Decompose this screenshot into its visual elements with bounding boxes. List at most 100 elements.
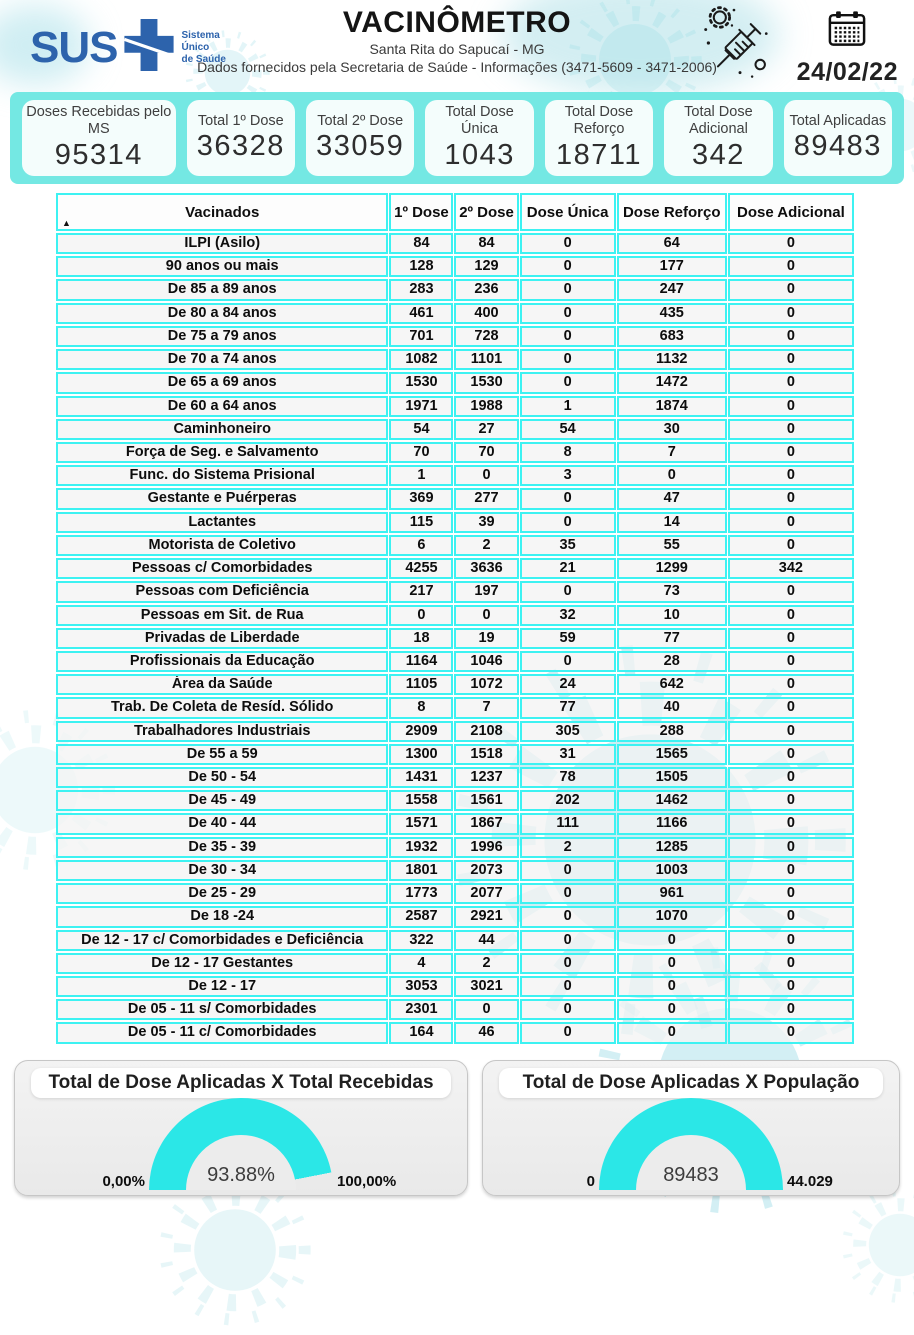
calendar-icon bbox=[828, 10, 866, 52]
row-value: 78 bbox=[519, 767, 616, 789]
row-value: 1874 bbox=[616, 395, 727, 417]
table-row: De 60 a 64 anos 1971 1988 1 1874 0 bbox=[56, 395, 854, 417]
row-value: 55 bbox=[616, 534, 727, 557]
row-value: 0 bbox=[727, 697, 854, 719]
table-row: De 35 - 39 1932 1996 2 1285 0 bbox=[56, 836, 854, 858]
row-label: De 75 a 79 anos bbox=[56, 325, 389, 348]
row-value: 115 bbox=[389, 511, 454, 533]
row-value: 0 bbox=[519, 999, 616, 1021]
table-row: De 45 - 49 1558 1561 202 1462 0 bbox=[56, 790, 854, 812]
summary-card-label: Doses Recebidas pelo MS bbox=[26, 104, 172, 137]
table-row: 90 anos ou mais 128 129 0 177 0 bbox=[56, 256, 854, 278]
summary-card-label: Total 2º Dose bbox=[317, 112, 404, 129]
summary-card-label: Total 1º Dose bbox=[197, 112, 284, 129]
row-value: 54 bbox=[389, 418, 454, 440]
summary-card-value: 18711 bbox=[556, 138, 642, 171]
table-row: De 30 - 34 1801 2073 0 1003 0 bbox=[56, 859, 854, 882]
row-value: 64 bbox=[616, 233, 727, 255]
row-label: De 35 - 39 bbox=[56, 836, 389, 858]
row-value: 2921 bbox=[454, 906, 519, 928]
row-value: 70 bbox=[389, 441, 454, 464]
row-value: 0 bbox=[727, 929, 854, 951]
column-header[interactable]: 1º Dose bbox=[389, 193, 454, 231]
row-value: 0 bbox=[727, 674, 854, 696]
table-row: Pessoas com Deficiência 217 197 0 73 0 bbox=[56, 581, 854, 603]
row-value: 0 bbox=[519, 325, 616, 348]
row-label: Força de Seg. e Salvamento bbox=[56, 441, 389, 464]
row-value: 0 bbox=[519, 859, 616, 882]
table-row: Privadas de Liberdade 18 19 59 77 0 bbox=[56, 627, 854, 649]
header-right: 24/02/22 bbox=[701, 4, 898, 87]
row-value: 0 bbox=[616, 1022, 727, 1044]
row-value: 1046 bbox=[454, 650, 519, 673]
column-header[interactable]: 2º Dose bbox=[454, 193, 519, 231]
row-value: 701 bbox=[389, 325, 454, 348]
row-label: Pessoas em Sit. de Rua bbox=[56, 604, 389, 626]
summary-card-value: 89483 bbox=[793, 130, 882, 163]
row-value: 0 bbox=[727, 279, 854, 301]
row-value: 0 bbox=[519, 256, 616, 278]
row-label: De 50 - 54 bbox=[56, 767, 389, 789]
row-label: De 05 - 11 c/ Comorbidades bbox=[56, 1022, 389, 1044]
row-value: 202 bbox=[519, 790, 616, 812]
row-value: 46 bbox=[454, 1022, 519, 1044]
row-value: 1299 bbox=[616, 558, 727, 580]
column-header[interactable]: Dose Única bbox=[519, 193, 616, 231]
summary-card: Total Aplicadas 89483 bbox=[783, 100, 893, 176]
row-label: De 80 a 84 anos bbox=[56, 302, 389, 324]
row-value: 342 bbox=[727, 558, 854, 580]
row-value: 0 bbox=[616, 929, 727, 951]
row-value: 0 bbox=[727, 256, 854, 278]
table-row: De 05 - 11 c/ Comorbidades 164 46 0 0 0 bbox=[56, 1022, 854, 1044]
row-label: Caminhoneiro bbox=[56, 418, 389, 440]
row-value: 59 bbox=[519, 627, 616, 649]
row-label: De 30 - 34 bbox=[56, 859, 389, 882]
table-row: De 75 a 79 anos 701 728 0 683 0 bbox=[56, 325, 854, 348]
row-value: 0 bbox=[519, 929, 616, 951]
table-row: De 12 - 17 3053 3021 0 0 0 bbox=[56, 976, 854, 998]
row-value: 1565 bbox=[616, 743, 727, 766]
row-label: De 45 - 49 bbox=[56, 790, 389, 812]
table-row: Func. do Sistema Prisional 1 0 3 0 0 bbox=[56, 465, 854, 487]
row-value: 283 bbox=[389, 279, 454, 301]
table-row: Trabalhadores Industriais 2909 2108 305 288 0 bbox=[56, 720, 854, 742]
page-title: VACINÔMETRO bbox=[342, 6, 572, 39]
row-value: 1003 bbox=[616, 859, 727, 882]
row-value: 2 bbox=[519, 836, 616, 858]
row-value: 1971 bbox=[389, 395, 454, 417]
vaccination-table: Vacinados ▲ 1º Dose 2º Dose Dose Única Dose R… bbox=[55, 191, 914, 1046]
row-label: De 12 - 17 c/ Comorbidades e Deficiência bbox=[56, 929, 389, 951]
row-value: 247 bbox=[616, 279, 727, 301]
column-header[interactable]: Dose Reforço bbox=[616, 193, 727, 231]
syringe-virus-icon bbox=[701, 4, 775, 87]
table-row: Força de Seg. e Salvamento 70 70 8 7 0 bbox=[56, 441, 854, 464]
row-value: 0 bbox=[727, 743, 854, 766]
row-value: 4 bbox=[389, 952, 454, 974]
gauge-aplicadas-x-populacao: Total de Dose Aplicadas X População 8948… bbox=[482, 1059, 900, 1196]
row-value: 2073 bbox=[454, 859, 519, 882]
row-value: 1988 bbox=[454, 395, 519, 417]
row-value: 0 bbox=[727, 650, 854, 673]
table-row: Pessoas em Sit. de Rua 0 0 32 10 0 bbox=[56, 604, 854, 626]
row-value: 40 bbox=[616, 697, 727, 719]
row-label: De 70 a 74 anos bbox=[56, 349, 389, 371]
row-value: 0 bbox=[727, 627, 854, 649]
summary-card: Doses Recebidas pelo MS 95314 bbox=[22, 100, 176, 176]
row-value: 0 bbox=[519, 372, 616, 394]
row-value: 0 bbox=[454, 604, 519, 626]
column-header[interactable]: Dose Adicional bbox=[727, 193, 854, 231]
gauge-section: Total de Dose Aplicadas X Total Recebida… bbox=[14, 1059, 900, 1196]
row-value: 6 bbox=[389, 534, 454, 557]
row-value: 1558 bbox=[389, 790, 454, 812]
row-value: 369 bbox=[389, 488, 454, 510]
sort-ascending-icon[interactable]: ▲ bbox=[62, 218, 71, 228]
row-value: 0 bbox=[519, 883, 616, 905]
column-header[interactable]: Vacinados ▲ bbox=[56, 193, 389, 231]
row-value: 1571 bbox=[389, 813, 454, 835]
summary-card-value: 1043 bbox=[444, 138, 515, 171]
row-value: 0 bbox=[727, 883, 854, 905]
row-label: Pessoas com Deficiência bbox=[56, 581, 389, 603]
row-value: 0 bbox=[727, 604, 854, 626]
row-label: De 18 -24 bbox=[56, 906, 389, 928]
row-value: 0 bbox=[727, 534, 854, 557]
